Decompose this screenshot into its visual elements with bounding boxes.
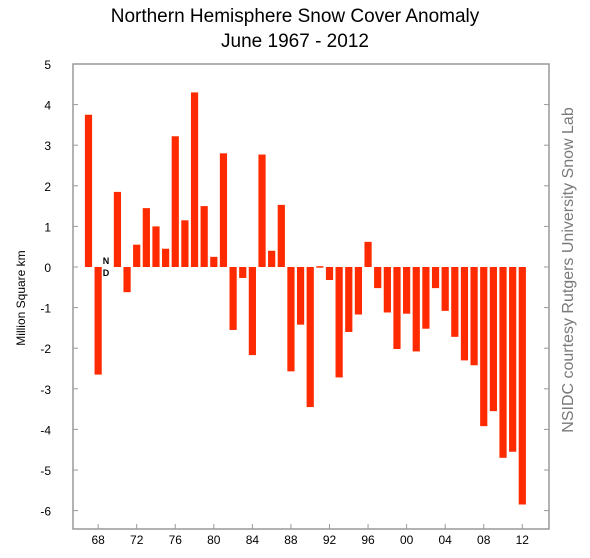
plot-frame: [72, 63, 550, 530]
bar-1999: [393, 267, 401, 350]
y-tick-label: -5: [40, 464, 51, 478]
x-tick-label: 80: [207, 533, 221, 547]
y-axis-label: Million Square km: [14, 250, 28, 345]
bar-1977: [181, 220, 189, 267]
bar-1980: [210, 256, 218, 267]
bar-1976: [171, 136, 179, 267]
x-tick-label: 68: [91, 533, 105, 547]
y-tick-label: 2: [44, 180, 51, 194]
y-tick-label: 5: [44, 58, 51, 72]
bar-1997: [374, 267, 382, 289]
chart-subtitle: June 1967 - 2012: [221, 31, 369, 52]
bar-1993: [335, 267, 343, 378]
x-tick-label: 12: [516, 533, 530, 547]
y-tick-label: 0: [44, 261, 51, 275]
bar-1978: [190, 92, 199, 267]
bar-1970: [113, 191, 122, 267]
bar-2001: [412, 267, 420, 352]
bar-1979: [200, 206, 208, 267]
bar-1982: [229, 267, 237, 330]
bar-1989: [296, 267, 305, 325]
bar-1985: [258, 154, 266, 267]
bar-1986: [268, 250, 276, 267]
bar-1967: [84, 114, 93, 267]
x-tick-label: 92: [323, 533, 337, 547]
bar-1995: [354, 267, 363, 315]
bar-2006: [460, 267, 469, 361]
chart-title: Northern Hemisphere Snow Cover Anomaly: [110, 6, 480, 27]
bar-2003: [431, 267, 440, 289]
y-tick-label: 3: [44, 139, 51, 153]
bar-1998: [383, 267, 391, 313]
x-tick-label: 88: [284, 533, 298, 547]
bar-1981: [219, 153, 228, 267]
bar-1972: [133, 244, 141, 267]
bar-2008: [480, 267, 488, 427]
bar-1975: [162, 248, 170, 267]
bar-1987: [277, 204, 285, 267]
bar-1991: [316, 266, 324, 268]
bar-1988: [287, 267, 295, 372]
bar-2000: [403, 267, 411, 314]
x-tick-label: 72: [130, 533, 144, 547]
bar-1974: [152, 226, 160, 267]
bar-1968: [94, 267, 102, 375]
y-tick-label: -1: [40, 302, 51, 316]
bar-2009: [489, 267, 497, 412]
x-tick-label: 76: [169, 533, 183, 547]
x-tick-label: 96: [361, 533, 375, 547]
bar-1990: [306, 267, 314, 408]
x-tick-label: 04: [439, 533, 453, 547]
y-tick-label: 4: [44, 99, 51, 113]
bar-2005: [451, 267, 459, 337]
credit-text: NSIDC courtesy Rutgers University Snow L…: [560, 107, 577, 433]
bar-2004: [441, 267, 449, 311]
y-tick-label: 1: [44, 220, 51, 234]
no-data-label-top: N: [103, 256, 110, 266]
bar-1996: [364, 241, 372, 267]
bar-1973: [142, 208, 150, 267]
bar-2012: [518, 267, 526, 505]
bar-1984: [248, 267, 256, 356]
bar-2010: [499, 267, 507, 458]
y-tick-label: -3: [40, 383, 51, 397]
bar-2002: [422, 267, 430, 329]
bar-1994: [345, 267, 353, 332]
bar-2011: [509, 267, 517, 452]
bar-1983: [239, 267, 247, 278]
y-tick-label: -4: [40, 423, 51, 437]
x-tick-label: 08: [477, 533, 491, 547]
bar-1992: [325, 267, 334, 280]
bar-1971: [123, 267, 131, 293]
y-tick-label: -6: [40, 505, 51, 519]
x-tick-label: 84: [246, 533, 260, 547]
no-data-label-bottom: D: [103, 268, 110, 278]
x-tick-label: 00: [400, 533, 414, 547]
y-tick-label: -2: [40, 342, 51, 356]
bar-2007: [470, 267, 478, 366]
